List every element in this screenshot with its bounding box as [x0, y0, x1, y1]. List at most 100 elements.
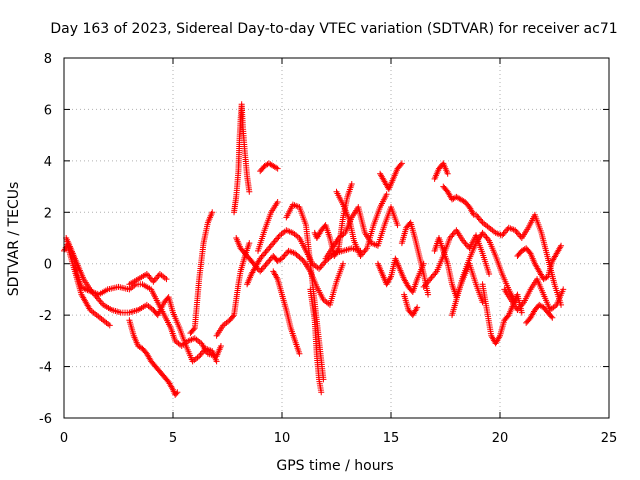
data-point [428, 274, 435, 281]
data-point [257, 268, 264, 275]
data-point [173, 390, 180, 397]
data-point [263, 247, 270, 254]
data-point [296, 350, 303, 357]
series-track-32 [523, 301, 556, 326]
data-point [152, 275, 159, 282]
data-point [145, 272, 152, 279]
series-track-25 [431, 160, 451, 182]
data-point [462, 240, 469, 247]
y-tick-label: 2 [44, 206, 52, 221]
data-point [475, 214, 482, 221]
data-point [259, 265, 266, 272]
data-point [272, 237, 279, 244]
x-tick-label: 0 [60, 431, 68, 446]
y-tick-label: -4 [39, 361, 52, 376]
data-point [463, 242, 470, 249]
data-point [444, 170, 451, 177]
series-track-11 [257, 160, 281, 175]
data-point [246, 240, 253, 247]
data-point [514, 230, 521, 237]
data-point [262, 249, 269, 256]
series-track-23 [420, 227, 493, 290]
data-point [321, 259, 328, 266]
data-point [261, 250, 268, 257]
series-track-29 [473, 211, 565, 308]
data-point [262, 262, 269, 269]
data-point [348, 181, 355, 187]
data-point [478, 218, 485, 225]
data-point [549, 314, 556, 321]
data-point [271, 238, 278, 245]
data-point [268, 241, 275, 248]
data-point [275, 233, 282, 240]
data-point [274, 235, 281, 242]
series-track-30 [501, 276, 567, 313]
data-point [294, 253, 301, 259]
data-point [398, 160, 405, 167]
data-point [266, 244, 273, 251]
data-point [209, 209, 216, 216]
x-tick-label: 25 [601, 431, 618, 446]
axis-ticks: 0 5 10 15 20 25 -6 -4 -2 0 2 4 6 8 [39, 52, 617, 446]
data-point [319, 261, 326, 268]
data-point [482, 232, 489, 239]
series-track-15 [307, 286, 325, 396]
data-point [198, 350, 205, 357]
series-track-26 [440, 183, 477, 218]
data-point [292, 250, 299, 257]
data-point [318, 389, 325, 396]
data-point [449, 231, 456, 238]
data-point [273, 164, 280, 171]
data-point [267, 243, 274, 250]
data-point [261, 263, 268, 270]
data-point [265, 246, 272, 253]
chart-title: Day 163 of 2023, Sidereal Day-to-day VTE… [50, 21, 617, 37]
y-tick-label: 6 [44, 103, 52, 118]
data-point [97, 298, 104, 305]
series-track-17 [333, 188, 390, 259]
data-point [414, 304, 421, 311]
data-point [431, 271, 438, 278]
data-point [486, 271, 493, 277]
series-track-27 [449, 229, 519, 319]
data-point [474, 213, 481, 220]
data-point [383, 191, 390, 198]
series-track-28 [479, 281, 525, 347]
data-point [504, 313, 511, 320]
data-point [479, 299, 486, 306]
x-axis-title: GPS time / hours [276, 458, 393, 474]
series-track-3 [65, 245, 113, 329]
data-point [258, 266, 265, 273]
data-point [246, 188, 253, 195]
data-point [213, 358, 220, 365]
series-track-8 [231, 101, 253, 216]
data-point [296, 254, 303, 261]
data-point [297, 255, 304, 262]
x-tick-label: 5 [169, 431, 177, 446]
data-point [259, 252, 266, 259]
data-points [61, 101, 567, 398]
data-point [229, 313, 236, 320]
series-track-19 [377, 160, 405, 193]
series-track-18 [322, 204, 401, 262]
data-point [560, 286, 567, 293]
y-tick-label: 0 [44, 258, 52, 273]
data-point [558, 242, 565, 249]
y-tick-label: -2 [39, 309, 52, 324]
data-point [95, 295, 102, 302]
series-track-5 [126, 271, 170, 288]
data-point [361, 248, 368, 255]
data-point [394, 222, 401, 229]
data-point [425, 291, 432, 298]
data-point [427, 276, 434, 283]
y-tick-label: -6 [39, 412, 52, 427]
data-point [476, 216, 483, 223]
series-track-12 [255, 199, 281, 254]
data-point [96, 297, 103, 304]
data-point [150, 278, 157, 285]
data-point [548, 313, 555, 320]
x-tick-label: 20 [492, 431, 509, 446]
data-point [299, 256, 306, 263]
series-track-7 [213, 240, 253, 339]
